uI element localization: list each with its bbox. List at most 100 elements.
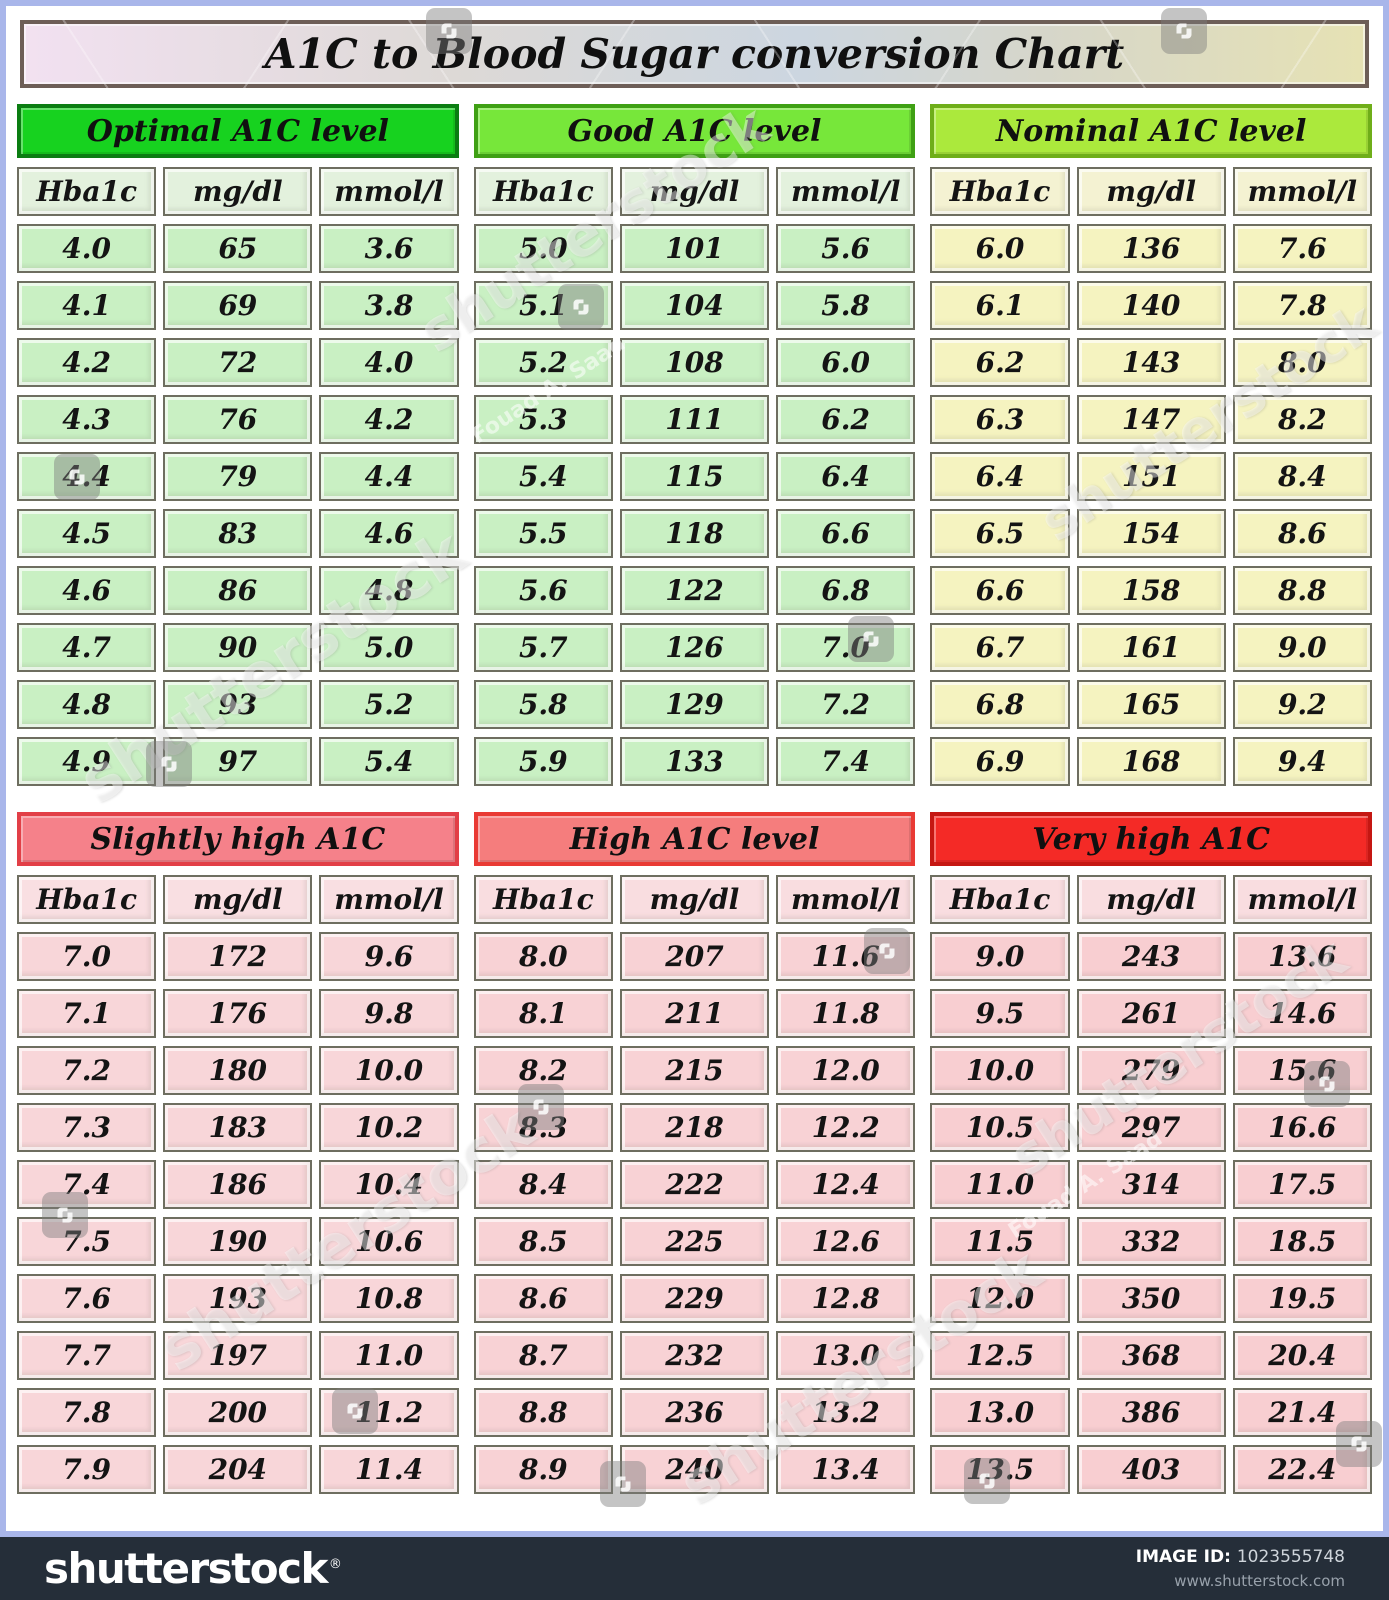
table-title-band: Nominal A1C level — [930, 104, 1372, 158]
value-cell: 18.5 — [1232, 1217, 1372, 1266]
value-cell: 9.5 — [930, 989, 1070, 1038]
value-cell: 122 — [619, 566, 770, 615]
image-id-value: 1023555748 — [1236, 1546, 1345, 1567]
value-cell: 5.5 — [473, 509, 613, 558]
value-cell: 403 — [1076, 1445, 1226, 1494]
value-cell: 11.0 — [319, 1331, 459, 1380]
value-cell: 8.4 — [473, 1160, 613, 1209]
value-cell: 7.8 — [1232, 281, 1372, 330]
value-cell: 5.2 — [473, 338, 613, 387]
value-cell: 4.4 — [319, 452, 459, 501]
image-credits: IMAGE ID: 1023555748 www.shutterstock.co… — [1136, 1545, 1345, 1593]
value-cell: 332 — [1076, 1217, 1226, 1266]
image-id: IMAGE ID: 1023555748 — [1136, 1545, 1345, 1571]
column-header-cell: Hba1c — [473, 167, 613, 216]
value-cell: 7.8 — [17, 1388, 157, 1437]
value-cell: 6.3 — [930, 395, 1070, 444]
registered-mark: ® — [328, 1556, 342, 1572]
value-cell: 147 — [1076, 395, 1226, 444]
value-cell: 5.0 — [319, 623, 459, 672]
value-cell: 8.6 — [1232, 509, 1372, 558]
value-cell: 118 — [619, 509, 770, 558]
column-header-cell: mg/dl — [163, 167, 313, 216]
value-cell: 9.0 — [930, 932, 1070, 981]
value-cell: 93 — [163, 680, 313, 729]
value-cell: 6.9 — [930, 737, 1070, 786]
value-cell: 5.8 — [473, 680, 613, 729]
value-cell: 15.6 — [1232, 1046, 1372, 1095]
table-card: High A1C level Hba1c mg/dl mmol/l 8.0 207 11.… — [473, 812, 916, 1494]
table-card: Slightly high A1C Hba1c mg/dl mmol/l 7.0 172… — [17, 812, 459, 1494]
value-cell: 8.8 — [1232, 566, 1372, 615]
table-title-band: Good A1C level — [473, 104, 916, 158]
value-cell: 386 — [1076, 1388, 1226, 1437]
value-cell: 4.7 — [17, 623, 157, 672]
value-cell: 7.2 — [776, 680, 916, 729]
table-cells: Hba1c mg/dl mmol/l 5.0 101 5.6 5.1 104 5.8 5.2 108… — [473, 167, 916, 786]
value-cell: 165 — [1076, 680, 1226, 729]
value-cell: 4.6 — [319, 509, 459, 558]
value-cell: 111 — [619, 395, 770, 444]
value-cell: 7.0 — [17, 932, 157, 981]
value-cell: 6.6 — [776, 509, 916, 558]
table-title-band: Optimal A1C level — [17, 104, 459, 158]
value-cell: 133 — [619, 737, 770, 786]
value-cell: 7.5 — [17, 1217, 157, 1266]
value-cell: 115 — [619, 452, 770, 501]
value-cell: 261 — [1076, 989, 1226, 1038]
table-card: Nominal A1C level Hba1c mg/dl mmol/l 6.0 136… — [930, 104, 1372, 786]
column-header-cell: mg/dl — [163, 875, 313, 924]
value-cell: 3.6 — [319, 224, 459, 273]
value-cell: 7.4 — [776, 737, 916, 786]
value-cell: 10.6 — [319, 1217, 459, 1266]
value-cell: 8.8 — [473, 1388, 613, 1437]
value-cell: 13.2 — [776, 1388, 916, 1437]
table-title-band: High A1C level — [473, 812, 916, 866]
value-cell: 6.8 — [930, 680, 1070, 729]
value-cell: 5.7 — [473, 623, 613, 672]
value-cell: 7.1 — [17, 989, 157, 1038]
footer-bar: shutterstock ® IMAGE ID: 1023555748 www.s… — [0, 1537, 1389, 1600]
value-cell: 6.1 — [930, 281, 1070, 330]
value-cell: 4.2 — [17, 338, 157, 387]
table-title-band: Very high A1C — [930, 812, 1372, 866]
value-cell: 22.4 — [1232, 1445, 1372, 1494]
value-cell: 4.5 — [17, 509, 157, 558]
value-cell: 12.0 — [930, 1274, 1070, 1323]
value-cell: 5.2 — [319, 680, 459, 729]
column-header-cell: Hba1c — [17, 167, 157, 216]
value-cell: 97 — [163, 737, 313, 786]
column-header-cell: mmol/l — [1232, 875, 1372, 924]
table-cells: Hba1c mg/dl mmol/l 9.0 243 13.6 9.5 261 14.6 10.0… — [930, 875, 1372, 1494]
value-cell: 222 — [619, 1160, 770, 1209]
value-cell: 6.2 — [930, 338, 1070, 387]
value-cell: 243 — [1076, 932, 1226, 981]
value-cell: 11.5 — [930, 1217, 1070, 1266]
table-title-band: Slightly high A1C — [17, 812, 459, 866]
value-cell: 190 — [163, 1217, 313, 1266]
value-cell: 197 — [163, 1331, 313, 1380]
value-cell: 4.0 — [17, 224, 157, 273]
value-cell: 8.9 — [473, 1445, 613, 1494]
value-cell: 161 — [1076, 623, 1226, 672]
value-cell: 19.5 — [1232, 1274, 1372, 1323]
value-cell: 176 — [163, 989, 313, 1038]
value-cell: 207 — [619, 932, 770, 981]
page-title: A1C to Blood Sugar conversion Chart — [20, 20, 1369, 88]
value-cell: 154 — [1076, 509, 1226, 558]
value-cell: 4.3 — [17, 395, 157, 444]
value-cell: 168 — [1076, 737, 1226, 786]
value-cell: 104 — [619, 281, 770, 330]
value-cell: 9.0 — [1232, 623, 1372, 672]
shutterstock-logo: shutterstock ® — [44, 1547, 342, 1590]
column-header-cell: mg/dl — [1076, 167, 1226, 216]
value-cell: 12.5 — [930, 1331, 1070, 1380]
value-cell: 11.4 — [319, 1445, 459, 1494]
value-cell: 8.6 — [473, 1274, 613, 1323]
value-cell: 8.7 — [473, 1331, 613, 1380]
table-cells: Hba1c mg/dl mmol/l 4.0 65 3.6 4.1 69 3.8 4.2 72 4.0… — [17, 167, 459, 786]
value-cell: 101 — [619, 224, 770, 273]
value-cell: 6.2 — [776, 395, 916, 444]
value-cell: 7.4 — [17, 1160, 157, 1209]
value-cell: 5.6 — [473, 566, 613, 615]
